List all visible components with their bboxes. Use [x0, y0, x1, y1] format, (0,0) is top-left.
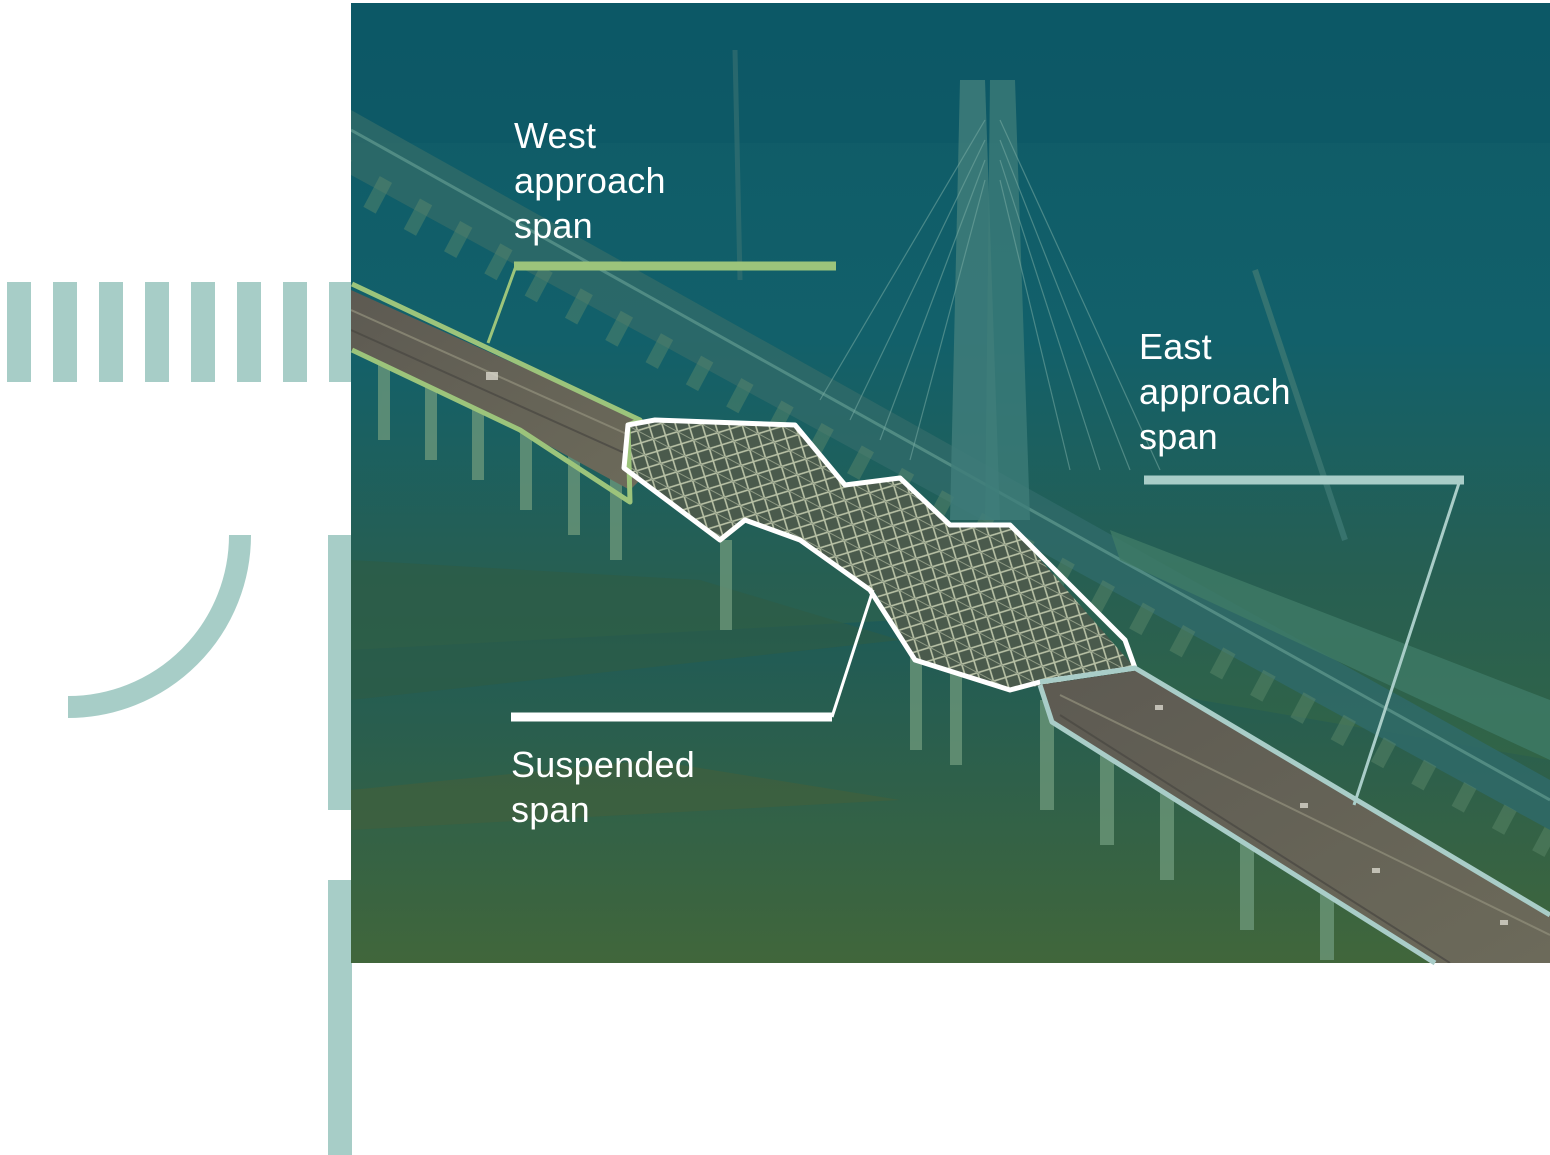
vertical-stripes-decoration: [7, 282, 352, 382]
vertical-bar-decoration: [328, 535, 352, 810]
suspended-span-label: Suspended span: [511, 742, 695, 832]
suspended-leader-line: [830, 589, 875, 718]
bridge-photo: [351, 3, 1550, 963]
east-approach-outline: [1037, 665, 1550, 966]
east-leader-line: [1352, 479, 1462, 806]
east-label-line-2: approach: [1139, 371, 1291, 412]
west-approach-span-label: West approach span: [514, 113, 666, 248]
east-approach-span-label: East approach span: [1139, 324, 1291, 459]
suspended-label-line-2: span: [511, 789, 590, 830]
quarter-arc-decoration: [67, 534, 251, 718]
west-label-line-1: West: [514, 115, 597, 156]
east-label-line-3: span: [1139, 416, 1218, 457]
east-label-line-1: East: [1139, 326, 1212, 367]
west-label-line-3: span: [514, 205, 593, 246]
vertical-bar-decoration: [328, 880, 352, 1155]
west-leader-line: [486, 265, 518, 344]
suspended-label-line-1: Suspended: [511, 744, 695, 785]
west-approach-outline: [350, 281, 643, 505]
west-label-line-2: approach: [514, 160, 666, 201]
suspended-span-outline: [621, 417, 1138, 693]
